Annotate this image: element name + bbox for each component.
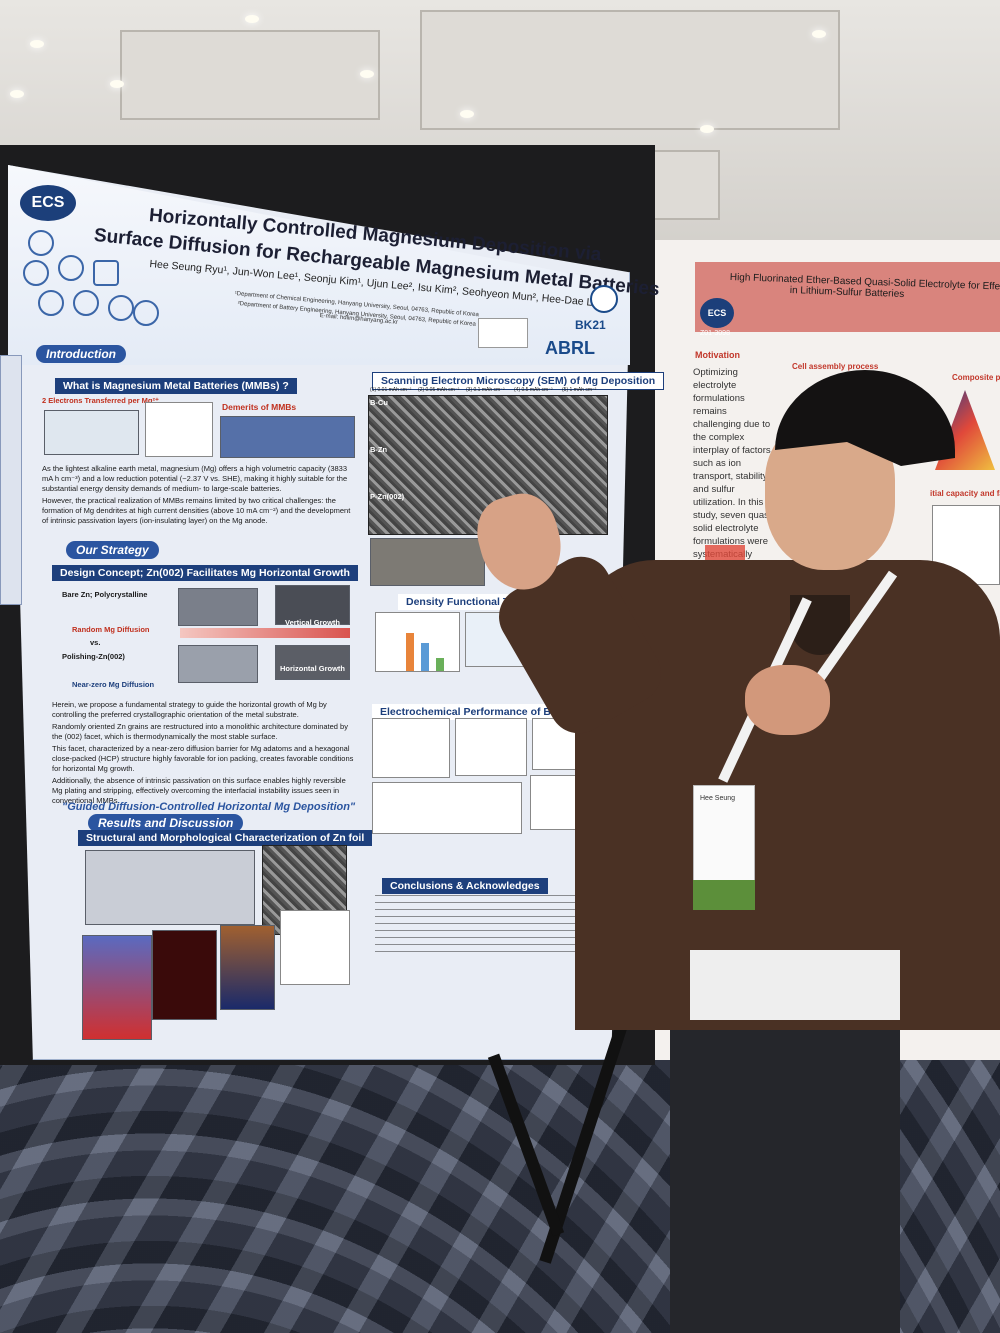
gear-icon — [23, 260, 49, 286]
refresh-icon — [108, 295, 134, 321]
horizontal-growth-label: Horizontal Growth — [280, 664, 345, 673]
subhead-conclusions: Conclusions & Acknowledges — [382, 878, 548, 894]
intro-bullet-2: However, the practical realization of MM… — [42, 496, 351, 525]
sem-row-label-bcu: B-Cu — [370, 398, 388, 407]
ceiling-light — [360, 70, 374, 78]
mg-structure-figure — [44, 410, 139, 455]
demerits-label: Demerits of MMBs — [222, 402, 297, 412]
dft-bar — [421, 643, 429, 671]
circle-icon — [28, 230, 54, 256]
growth-arrow — [180, 628, 350, 638]
lightning-icon — [73, 290, 99, 316]
qr-code — [478, 318, 528, 348]
polished-zn-figure — [178, 645, 258, 683]
xrd-spectrum-chart — [280, 910, 350, 985]
adjacent-poster-edge — [0, 355, 22, 605]
sem-cross-section — [370, 538, 485, 586]
person-undershirt — [690, 950, 900, 1020]
strategy-bullet-4: Additionally, the absence of intrinsic p… — [52, 776, 346, 805]
coulombic-efficiency-chart — [455, 718, 527, 776]
sem-column-label: (1) 0.01 mAh cm⁻² — [370, 387, 412, 393]
subhead-design-concept: Design Concept; Zn(002) Facilitates Mg H… — [52, 565, 358, 581]
ceiling-light — [812, 30, 826, 38]
random-diffusion-label: Random Mg Diffusion — [72, 625, 150, 634]
university-seal-icon — [590, 285, 618, 313]
globe-icon — [58, 255, 84, 281]
subhead-what-is-mmbs: What is Magnesium Metal Batteries (MMBs)… — [55, 378, 297, 394]
capacity-bar-chart — [145, 402, 213, 457]
bare-zn-label: Bare Zn; Polycrystalline — [62, 590, 148, 599]
vertical-growth-figure — [275, 585, 350, 625]
ecs-logo: ECS — [20, 185, 76, 221]
horizontal-growth-figure — [275, 645, 350, 680]
vs-label: vs. — [90, 638, 101, 647]
voltage-profile-chart — [372, 718, 450, 778]
ceiling-light — [30, 40, 44, 48]
person-hand-on-chest — [745, 665, 830, 735]
vertical-growth-label: Vertical Growth — [285, 618, 341, 627]
right-poster-composite: Composite perfor — [952, 373, 1000, 382]
strategy-bullet-2: Randomly oriented Zn grains are restruct… — [52, 722, 348, 741]
strategy-bullet-1: Herein, we propose a fundamental strateg… — [52, 700, 327, 719]
cycling-chart — [372, 782, 522, 834]
sem-row-label-bzn: B-Zn — [370, 445, 388, 454]
badge-green-ribbon — [693, 880, 755, 910]
bare-zn-figure — [178, 588, 258, 626]
right-poster-code: Z01-3098 — [700, 330, 730, 337]
dft-bar — [436, 658, 444, 671]
building-icon — [133, 300, 159, 326]
decorative-icon-cluster — [18, 230, 159, 340]
dendrite-figure — [220, 416, 355, 458]
sem-column-label: (4) 0.5 mAh cm⁻² — [514, 387, 553, 393]
battery-icon — [38, 290, 64, 316]
ceiling-light — [110, 80, 124, 88]
ceiling-panel — [120, 30, 380, 120]
intro-bullet-1: As the lightest alkaline earth metal, ma… — [42, 464, 348, 493]
ceiling-light — [245, 15, 259, 23]
right-poster-capacity-heading: itial capacity and fa — [930, 489, 1000, 498]
dft-bar-chart — [375, 612, 460, 672]
ceiling-panel — [420, 10, 840, 130]
chart-icon — [93, 260, 119, 286]
right-poster-ecs-logo: ECS — [700, 298, 734, 328]
polishing-label: Polishing-Zn(002) — [62, 652, 125, 661]
conclusions-text-block — [375, 895, 595, 955]
ceiling-light — [460, 110, 474, 118]
section-introduction: Introduction — [36, 345, 126, 363]
badge-name: Hee Seung — [700, 795, 736, 802]
section-results: Results and Discussion — [88, 814, 244, 832]
electrons-label: 2 Electrons Transferred per Mg²⁺ — [42, 396, 159, 405]
subhead-structural: Structural and Morphological Characteriz… — [78, 830, 373, 846]
right-poster-motivation-heading: Motivation — [695, 350, 740, 360]
zn-foil-diagram — [85, 850, 255, 925]
orientation-map — [152, 930, 217, 1020]
sem-column-label: (3) 0.1 mAh cm⁻² — [466, 387, 505, 393]
dft-bar — [406, 633, 414, 671]
bk21-logo: BK21 — [575, 318, 606, 332]
sem-column-label: (2) 0.05 mAh cm⁻² — [418, 387, 460, 393]
section-our-strategy: Our Strategy — [66, 541, 159, 559]
ebsd-map — [82, 935, 152, 1040]
near-zero-label: Near-zero Mg Diffusion — [72, 680, 155, 689]
abrl-logo: ABRL — [545, 338, 595, 358]
sem-row-label-pzn: P-Zn(002) — [370, 492, 405, 501]
ceiling-light — [700, 125, 714, 133]
right-poster-cell-assembly: Cell assembly process — [792, 362, 879, 371]
guided-slogan: "Guided Diffusion-Controlled Horizontal … — [62, 801, 356, 813]
right-poster-header — [695, 262, 1000, 332]
ceiling-light — [10, 90, 24, 98]
strategy-bullet-3: This facet, characterized by a near-zero… — [52, 744, 354, 773]
person-pants — [670, 1000, 900, 1333]
sem-column-label: (5) 1 mAh cm⁻² — [562, 387, 597, 393]
subhead-sem: Scanning Electron Microscopy (SEM) of Mg… — [372, 372, 665, 390]
afm-map — [220, 925, 275, 1010]
